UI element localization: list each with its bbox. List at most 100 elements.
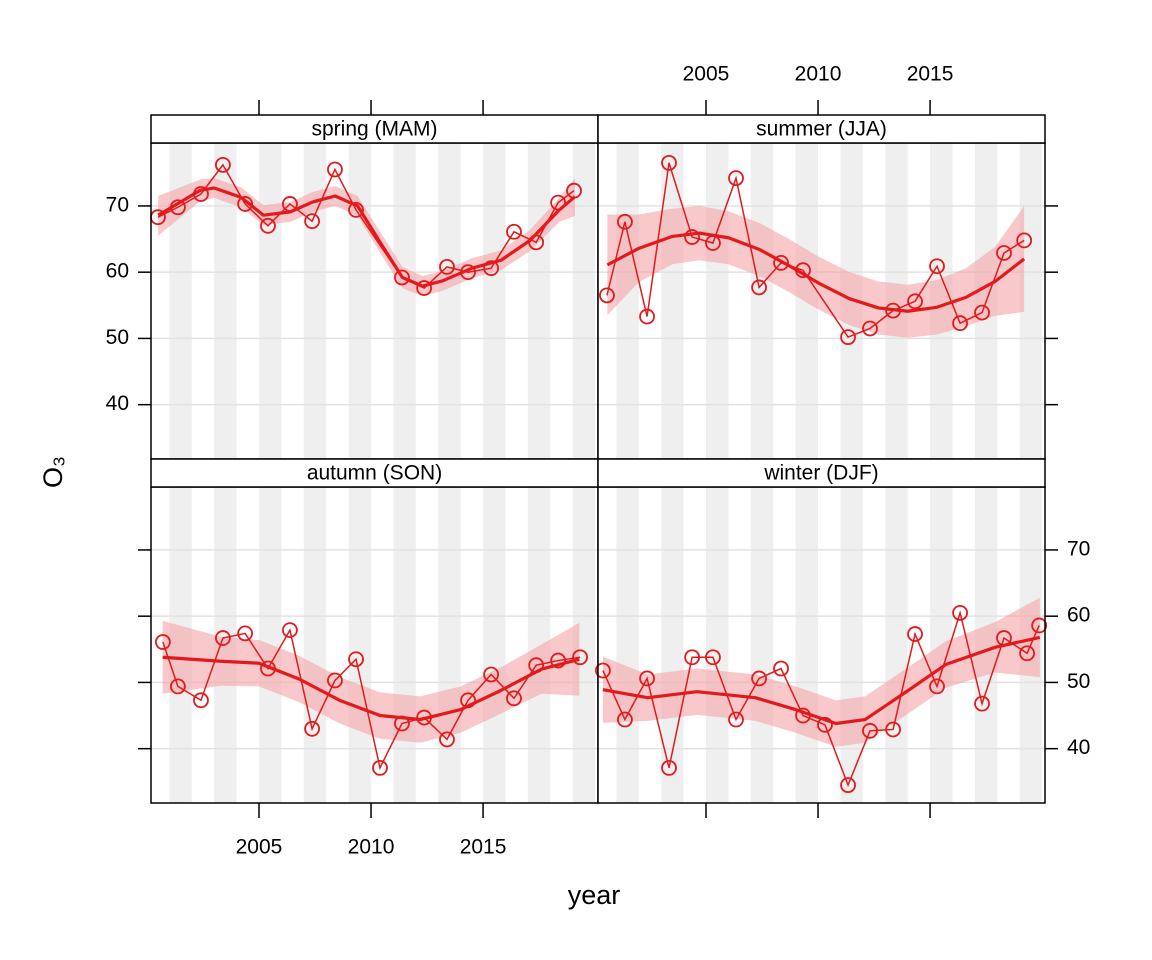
data-point — [885, 721, 901, 738]
confidence-band — [602, 597, 1040, 747]
year-stripe — [348, 143, 372, 459]
data-point — [929, 258, 945, 275]
data-point — [599, 287, 615, 304]
year-stripe — [705, 143, 729, 459]
data-point — [348, 651, 364, 668]
data-point — [996, 245, 1012, 261]
data-point — [728, 711, 744, 728]
year-stripe — [572, 143, 596, 459]
year-stripe — [303, 487, 327, 803]
year-stripe — [750, 143, 774, 459]
data-point — [506, 223, 522, 240]
data-point — [215, 630, 231, 646]
data-point — [639, 670, 655, 687]
data-point — [817, 716, 833, 733]
smooth-line — [162, 655, 580, 722]
data-point — [154, 634, 171, 650]
confidence-band — [162, 620, 580, 743]
data-point — [595, 662, 611, 679]
data-point — [974, 304, 990, 321]
data-point — [215, 156, 231, 173]
strip-title: winter (DJF) — [763, 462, 878, 485]
data-point — [372, 759, 388, 776]
year-stripe — [393, 143, 416, 459]
data-point — [773, 660, 789, 677]
year-stripe — [661, 487, 684, 803]
x-tick-label: 2010 — [795, 63, 842, 86]
data-point — [840, 329, 856, 346]
y-tick-label: 40 — [106, 392, 129, 415]
confidence-band — [607, 205, 1025, 338]
smooth-line — [157, 186, 576, 288]
data-point — [616, 213, 633, 230]
strip — [150, 114, 599, 144]
year-stripe — [572, 487, 596, 803]
data-point — [952, 604, 968, 621]
data-point — [327, 161, 343, 178]
y-tick-label: 70 — [1067, 537, 1090, 560]
data-point — [260, 217, 276, 234]
y-tick-label: 60 — [1067, 604, 1090, 627]
data-point — [394, 269, 410, 286]
strip — [597, 114, 1046, 144]
data-line — [606, 162, 1025, 339]
y-tick-label: 50 — [106, 326, 129, 349]
data-line — [162, 628, 581, 771]
year-stripe — [438, 487, 461, 803]
y-tick-label: 40 — [1067, 736, 1090, 759]
x-tick-label: 2005 — [683, 63, 730, 86]
year-stripe — [705, 487, 729, 803]
data-point — [439, 258, 455, 275]
data-point — [169, 678, 186, 695]
y-tick-label: 50 — [1067, 670, 1090, 693]
data-point — [907, 293, 923, 310]
year-stripe — [258, 143, 282, 459]
year-stripe — [616, 487, 639, 803]
data-point — [327, 672, 343, 689]
strip — [150, 458, 599, 488]
data-point — [237, 196, 254, 212]
year-stripe — [527, 487, 551, 803]
data-point — [705, 649, 721, 666]
data-point — [929, 678, 945, 695]
strip-title: summer (JJA) — [756, 118, 887, 141]
strip-title: autumn (SON) — [307, 462, 442, 485]
data-point — [550, 652, 567, 669]
data-point — [661, 759, 677, 776]
year-stripe — [1019, 143, 1043, 459]
data-point — [751, 279, 767, 296]
x-tick-label: 2010 — [348, 836, 395, 859]
x-tick-label: 2015 — [460, 836, 507, 859]
data-point — [616, 711, 633, 728]
data-point — [840, 777, 856, 794]
data-point — [639, 308, 655, 325]
year-stripe — [527, 143, 551, 459]
data-point — [304, 720, 320, 737]
data-point — [862, 320, 878, 337]
data-point — [1016, 232, 1033, 249]
data-point — [193, 692, 209, 709]
data-point — [416, 280, 433, 296]
data-point — [506, 690, 522, 707]
year-stripe — [483, 143, 506, 459]
y-tick-label: 60 — [106, 260, 129, 283]
data-point — [237, 625, 254, 642]
strip-title: spring (MAM) — [311, 118, 437, 141]
strip — [597, 458, 1046, 488]
year-stripe — [303, 143, 327, 459]
year-stripe — [438, 143, 461, 459]
data-point — [684, 649, 701, 666]
y-axis-label: O₃ — [38, 456, 68, 488]
year-stripe — [169, 143, 192, 459]
year-stripe — [795, 487, 819, 803]
data-point — [348, 202, 364, 218]
data-line — [602, 610, 1040, 788]
data-point — [862, 722, 878, 739]
x-tick-label: 2015 — [907, 63, 954, 86]
data-point — [728, 170, 744, 187]
data-point — [483, 260, 500, 277]
data-point — [483, 666, 500, 683]
data-point — [751, 670, 767, 687]
data-point — [974, 695, 990, 712]
